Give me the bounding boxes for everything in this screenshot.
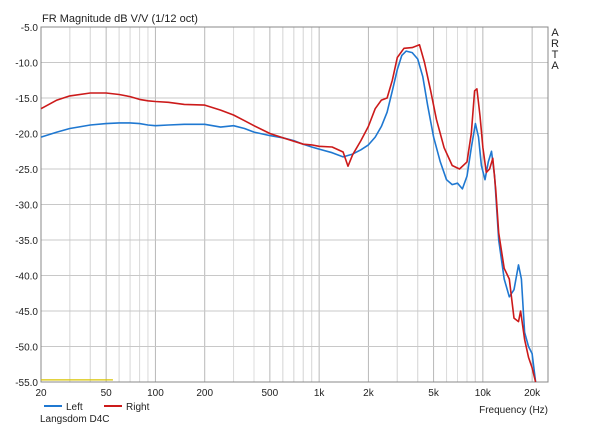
- x-tick-label: 1k: [314, 388, 326, 399]
- watermark-letter: A: [551, 60, 559, 72]
- y-tick-label: -10.0: [15, 59, 38, 70]
- x-tick-labels: 20 50 100 200 500 1k 2k 5k 10k 20k: [35, 388, 541, 399]
- legend: Left Right: [44, 402, 150, 413]
- legend-label-right: Right: [126, 402, 150, 413]
- y-tick-label: -5.0: [21, 23, 39, 34]
- watermark-letter: A: [551, 27, 559, 39]
- x-tick-label: 200: [196, 388, 213, 399]
- y-tick-label: -35.0: [15, 236, 38, 247]
- y-tick-label: -25.0: [15, 165, 38, 176]
- x-tick-label: 100: [147, 388, 164, 399]
- watermark-letter: R: [551, 38, 559, 50]
- grid: [40, 26, 548, 383]
- x-tick-label: 20: [35, 388, 47, 399]
- chart-title: FR Magnitude dB V/V (1/12 oct): [42, 13, 198, 25]
- y-tick-label: -40.0: [15, 272, 38, 283]
- x-axis-label: Frequency (Hz): [479, 405, 548, 416]
- x-tick-label: 2k: [363, 388, 375, 399]
- y-tick-label: -50.0: [15, 343, 38, 354]
- watermark-letter: T: [552, 49, 559, 61]
- x-tick-label: 50: [101, 388, 113, 399]
- x-tick-label: 10k: [475, 388, 492, 399]
- x-tick-label: 5k: [428, 388, 440, 399]
- y-tick-label: -30.0: [15, 201, 38, 212]
- y-tick-label: -45.0: [15, 307, 38, 318]
- y-tick-labels: -5.0 -10.0 -15.0 -20.0 -25.0 -30.0 -35.0 -40.0 -…: [15, 23, 38, 389]
- y-tick-label: -20.0: [15, 130, 38, 141]
- y-tick-label: -55.0: [15, 378, 38, 389]
- device-caption: Langsdom D4C: [40, 414, 110, 425]
- legend-label-left: Left: [66, 402, 83, 413]
- series-line-right: [40, 44, 537, 383]
- series-line-left: [40, 50, 537, 383]
- x-tick-label: 20k: [524, 388, 541, 399]
- plot-frame: [40, 26, 549, 383]
- series-layer: [40, 44, 537, 383]
- y-tick-label: -15.0: [15, 94, 38, 105]
- x-tick-label: 500: [262, 388, 279, 399]
